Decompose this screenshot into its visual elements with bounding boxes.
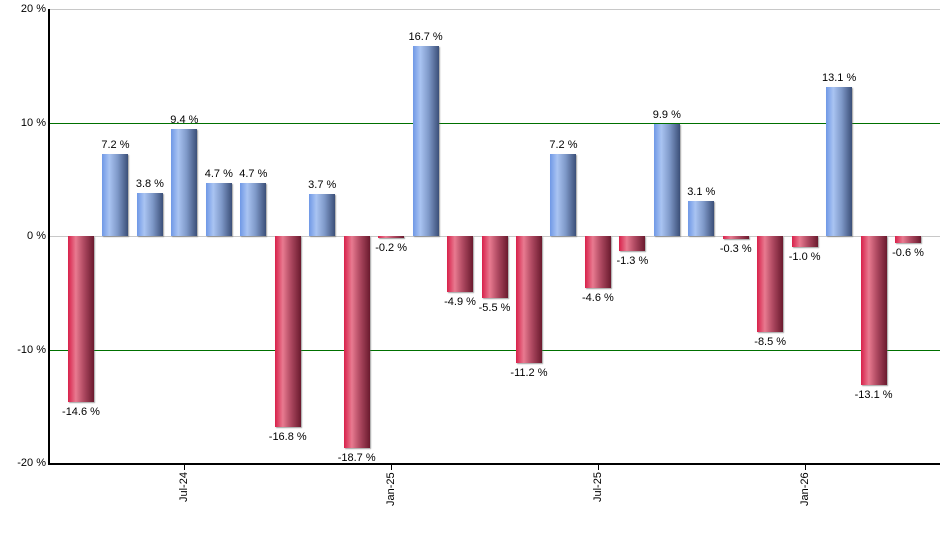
x-tick-mark: [598, 464, 599, 470]
x-tick-label: Jul-24: [178, 472, 191, 502]
bar-mar-26: [860, 236, 887, 385]
bar-dec-24: [343, 236, 370, 449]
y-tick-label: 20 %: [20, 3, 46, 15]
bar-value-label: 13.1 %: [821, 72, 857, 85]
bar-value-label: 7.2 %: [101, 139, 130, 152]
bar-value-label: 3.8 %: [135, 177, 164, 190]
bar-value-label: -5.5 %: [478, 302, 511, 315]
bar-jan-26: [791, 236, 818, 248]
y-tick-label: -20 %: [17, 457, 46, 469]
x-tick-mark: [391, 464, 392, 470]
bar-jul-24: [171, 129, 198, 236]
bar-value-label: -14.6 %: [62, 405, 100, 418]
bar-sep-24: [240, 182, 267, 236]
x-tick-label: Jan-25: [385, 472, 398, 506]
y-axis-line: [48, 9, 50, 464]
bar-value-label: 7.2 %: [549, 139, 578, 152]
bar-value-label: 16.7 %: [408, 31, 443, 44]
bar-value-label: -18.7 %: [337, 452, 376, 465]
bar-value-label: 4.7 %: [239, 167, 268, 180]
bar-aug-24: [205, 182, 232, 236]
bar-value-label: -1.3 %: [616, 254, 649, 267]
y-tick-label: 0 %: [27, 230, 46, 242]
bar-value-label: 3.1 %: [687, 185, 716, 198]
bar-value-label: 3.7 %: [308, 179, 337, 191]
bar-mar-25: [447, 236, 474, 292]
x-tick-label: Jan-26: [798, 472, 811, 506]
y-tick-label: 10 %: [20, 116, 46, 129]
gridline: [50, 9, 940, 10]
bar-value-label: -4.9 %: [444, 295, 476, 308]
bar-jun-25: [550, 154, 577, 236]
y-tick-label: -10 %: [17, 343, 46, 356]
bar-apr-25: [481, 236, 508, 299]
bar-feb-26: [826, 87, 853, 236]
bar-oct-25: [688, 200, 715, 236]
bar-nov-24: [309, 194, 336, 236]
reference-line: [50, 123, 940, 124]
bar-may-25: [515, 236, 542, 364]
bar-value-label: -1.0 %: [788, 251, 821, 264]
reference-line: [50, 350, 940, 351]
bar-value-label: -0.6 %: [892, 246, 924, 259]
x-axis-line: [48, 463, 940, 465]
bar-value-label: -0.2 %: [375, 242, 408, 255]
bar-aug-25: [619, 236, 646, 251]
bar-jul-25: [584, 236, 611, 289]
bar-feb-25: [412, 46, 439, 236]
bar-may-24: [102, 154, 129, 236]
bar-value-label: -16.8 %: [268, 430, 307, 443]
bar-jun-24: [136, 192, 163, 236]
bar-nov-25: [722, 236, 749, 240]
x-tick-mark: [184, 464, 185, 470]
bar-value-label: -0.3 %: [719, 243, 752, 256]
bar-jan-25: [378, 236, 405, 239]
bar-value-label: -8.5 %: [754, 336, 787, 349]
bar-sep-25: [653, 123, 680, 236]
x-tick-label: Jul-25: [591, 472, 604, 502]
bar-apr-26: [895, 236, 922, 243]
bar-value-label: 9.4 %: [170, 114, 199, 127]
bar-value-label: 4.7 %: [204, 167, 233, 180]
bar-oct-24: [274, 236, 301, 427]
bar-apr-24: [68, 236, 94, 402]
bar-dec-25: [757, 236, 784, 333]
bar-value-label: -11.2 %: [510, 367, 548, 380]
x-tick-mark: [805, 464, 806, 470]
bar-value-label: -4.6 %: [581, 292, 614, 305]
bar-value-label: 9.9 %: [652, 108, 681, 121]
bar-value-label: -13.1 %: [854, 388, 893, 401]
